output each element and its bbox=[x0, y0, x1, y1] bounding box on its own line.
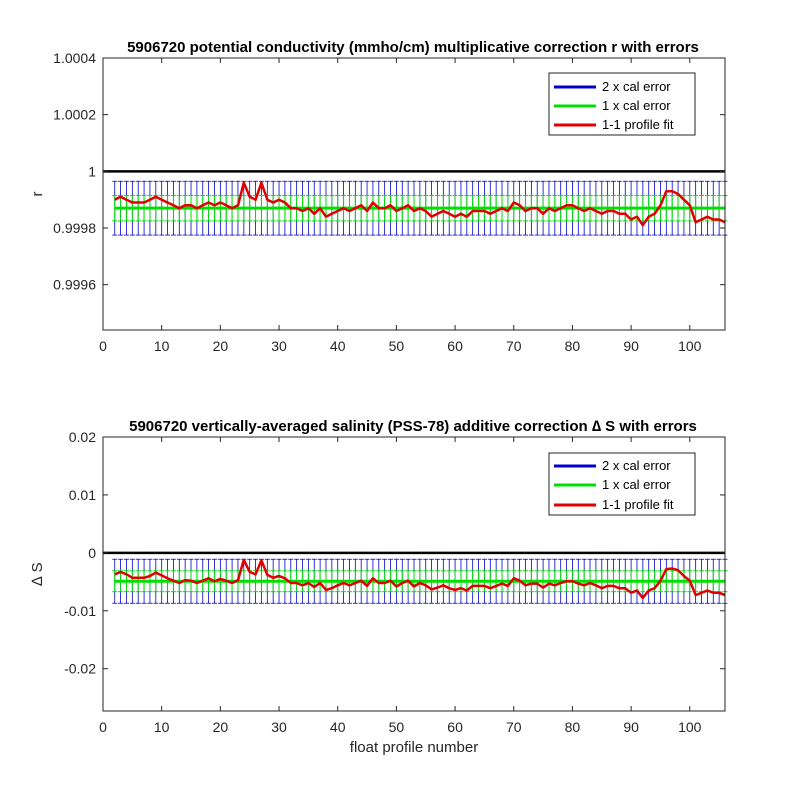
y-axis-label-top: r bbox=[29, 192, 46, 197]
x-tick-label-top: 90 bbox=[623, 338, 639, 354]
axes-box-top bbox=[102, 57, 726, 331]
legend-label-2x-bottom: 2 x cal error bbox=[602, 458, 671, 473]
legend-label-2x-top: 2 x cal error bbox=[602, 79, 671, 94]
y-axis-label-bottom: ∆ S bbox=[29, 562, 46, 585]
chart-title-top: 5906720 potential conductivity (mmho/cm)… bbox=[127, 39, 699, 56]
x-tick-label-top: 0 bbox=[99, 338, 107, 354]
x-tick-label-top: 20 bbox=[213, 338, 229, 354]
x-tick-label-bottom: 10 bbox=[154, 719, 170, 735]
y-tick-label-bottom: -0.02 bbox=[64, 661, 96, 677]
chart-title-bottom: 5906720 vertically-averaged salinity (PS… bbox=[129, 418, 697, 435]
legend-label-1x-top: 1 x cal error bbox=[602, 98, 671, 113]
legend-label-fit-bottom: 1-1 profile fit bbox=[602, 497, 674, 512]
legend-label-fit-top: 1-1 profile fit bbox=[602, 117, 674, 132]
y-tick-label-top: 1 bbox=[88, 163, 96, 179]
x-tick-label-top: 70 bbox=[506, 338, 522, 354]
x-axis-label-bottom: float profile number bbox=[350, 739, 478, 756]
x-tick-label-bottom: 0 bbox=[99, 719, 107, 735]
y-tick-label-bottom: 0.01 bbox=[69, 487, 96, 503]
x-tick-label-bottom: 90 bbox=[623, 719, 639, 735]
x-tick-label-bottom: 100 bbox=[678, 719, 702, 735]
profile-fit-line-bottom bbox=[114, 558, 726, 600]
x-tick-label-bottom: 20 bbox=[213, 719, 229, 735]
x-tick-label-top: 40 bbox=[330, 338, 346, 354]
x-tick-label-bottom: 30 bbox=[271, 719, 287, 735]
y-tick-label-top: 0.9998 bbox=[53, 220, 96, 236]
plot-layer-bottom bbox=[103, 551, 728, 604]
y-tick-label-top: 0.9996 bbox=[53, 277, 96, 293]
profile-fit-line-top bbox=[114, 181, 726, 227]
x-tick-label-bottom: 80 bbox=[565, 719, 581, 735]
ticks-bottom: 0 10 20 30 40 50 60 70 80 90 100 -0.02 -0.01 0 0.01 0.0… bbox=[64, 429, 725, 735]
x-tick-label-top: 100 bbox=[678, 338, 702, 354]
y-tick-label-bottom: -0.01 bbox=[64, 603, 96, 619]
x-tick-label-top: 10 bbox=[154, 338, 170, 354]
x-tick-label-bottom: 70 bbox=[506, 719, 522, 735]
ticks-top: 0 10 20 30 40 50 60 70 80 90 100 0.9996 0.9998 1 1.000… bbox=[53, 50, 725, 354]
legend-bottom: 2 x cal error 1 x cal error 1-1 profile … bbox=[548, 452, 696, 516]
y-tick-label-bottom: 0.02 bbox=[69, 429, 96, 445]
x-tick-label-top: 60 bbox=[447, 338, 463, 354]
plot-layer-top bbox=[103, 170, 728, 236]
panel-top: 5906720 potential conductivity (mmho/cm)… bbox=[29, 39, 728, 354]
x-tick-label-bottom: 40 bbox=[330, 719, 346, 735]
x-tick-label-bottom: 60 bbox=[447, 719, 463, 735]
panel-bottom: 5906720 vertically-averaged salinity (PS… bbox=[29, 418, 728, 756]
x-tick-label-bottom: 50 bbox=[389, 719, 405, 735]
x-tick-label-top: 80 bbox=[565, 338, 581, 354]
x-tick-label-top: 50 bbox=[389, 338, 405, 354]
axes-box-bottom bbox=[102, 436, 726, 712]
y-tick-label-top: 1.0002 bbox=[53, 107, 96, 123]
legend-label-1x-bottom: 1 x cal error bbox=[602, 477, 671, 492]
legend-top: 2 x cal error 1 x cal error 1-1 profile … bbox=[548, 72, 696, 136]
y-tick-label-top: 1.0004 bbox=[53, 50, 96, 66]
y-tick-label-bottom: 0 bbox=[88, 545, 96, 561]
x-tick-label-top: 30 bbox=[271, 338, 287, 354]
